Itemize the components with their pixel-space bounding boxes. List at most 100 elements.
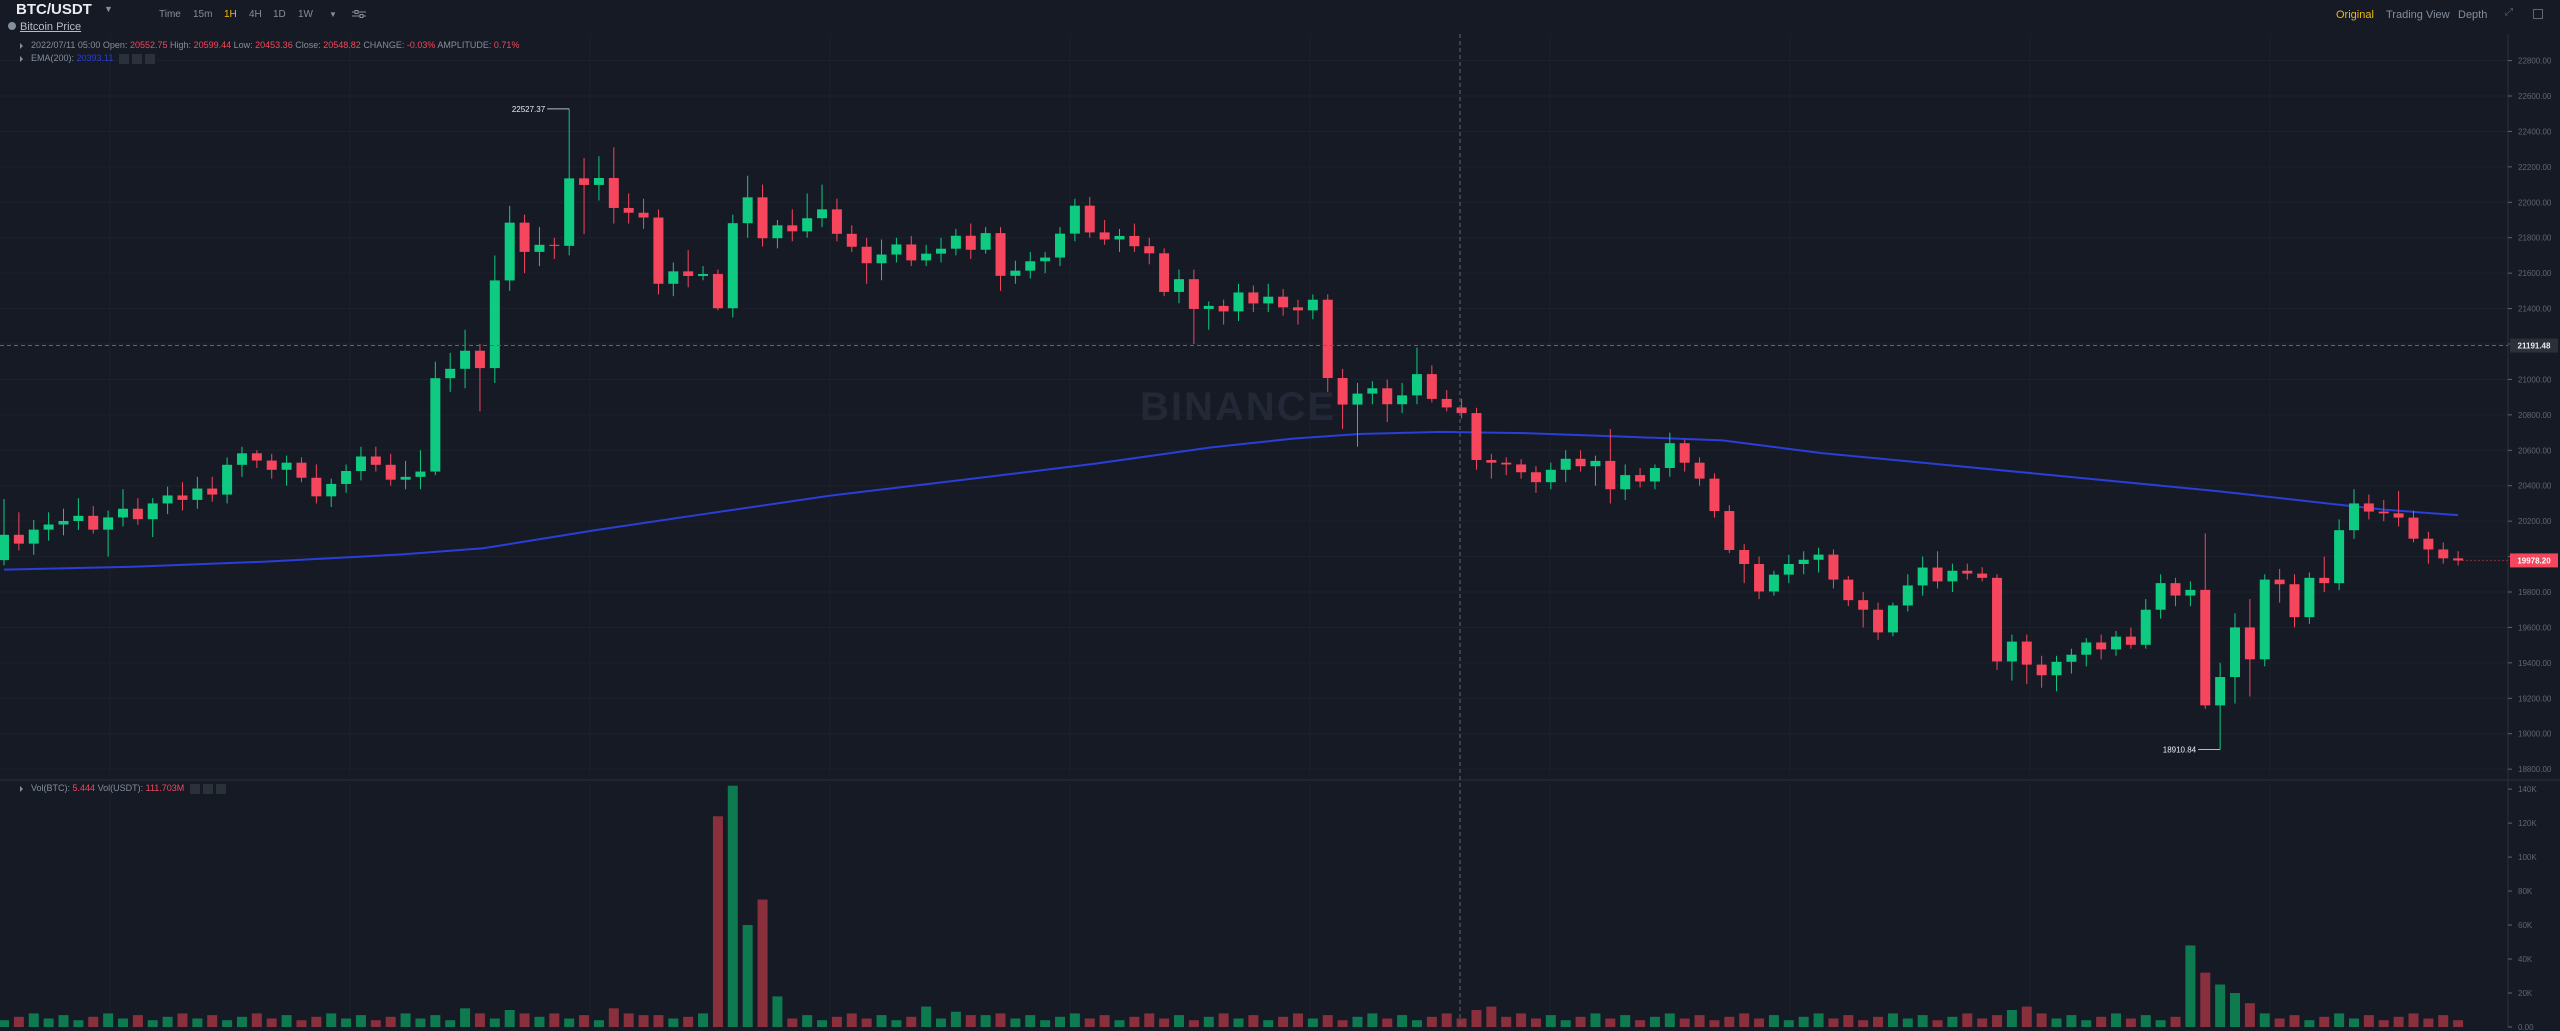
candle-body [207,488,218,495]
volume-bar [1188,1020,1199,1027]
collapse-icon[interactable] [20,42,23,49]
amplitude-value: 0.71% [493,40,520,50]
candle-body [1084,205,1095,233]
info-icon [8,22,16,30]
volume-bar [2021,1006,2032,1027]
settings-icon[interactable] [131,53,142,64]
candle-body [2274,579,2285,585]
collapse-icon[interactable] [20,785,23,792]
last-price-tag [2510,553,2558,568]
timeframe-1h[interactable]: 1H [224,9,237,20]
candle-body [727,223,738,309]
candle-body [251,453,262,461]
close-icon[interactable] [144,53,155,64]
indicator-settings-icon[interactable] [352,9,366,19]
price-tick-label: 21600.00 [2518,269,2552,278]
candle-body [400,476,411,480]
volume-bar [355,1015,366,1027]
volume-bar [950,1011,961,1027]
chevron-down-icon[interactable]: ▼ [104,4,113,14]
candle-body [162,495,173,504]
volume-info-line: Vol(BTC): 5.444 Vol(USDT): 111.703M [20,783,226,794]
eye-icon[interactable] [189,783,200,794]
volume-bar [2051,1018,2062,1027]
candle-body [88,515,99,530]
volume-bar [132,1015,143,1027]
volume-bar [2393,1016,2404,1027]
candle-body [311,477,322,497]
candle-body [1828,554,1839,580]
candle-body [831,209,842,234]
candle-body [474,350,485,369]
volume-bar [1992,1015,2003,1027]
candle-body [1188,279,1199,309]
candle-body [1768,574,1779,592]
timeframe-4h[interactable]: 4H [249,9,262,20]
volume-bar [103,1013,114,1027]
candle-body [1203,305,1214,309]
volume-bar [2363,1015,2374,1027]
eye-icon[interactable] [118,53,129,64]
volume-bar [1441,1013,1452,1027]
candle-body [534,244,545,252]
close-icon[interactable] [215,783,226,794]
volume-bar [1783,1020,1794,1027]
view-original[interactable]: Original [2336,9,2374,21]
volume-bar [474,1013,485,1027]
candle-body [13,534,24,544]
candle-body [2096,642,2107,650]
candle-body [1010,270,1021,276]
timeframe-1w[interactable]: 1W [298,9,313,20]
close-value: 20548.82 [323,40,361,50]
candle-body [1962,570,1973,574]
volume-tick-label: 60K [2518,921,2533,930]
subtitle-link[interactable]: Bitcoin Price [20,21,82,33]
candle-body [1055,233,1066,258]
volume-bar [1590,1013,1601,1027]
candle-body [132,508,143,520]
candle-body [2066,654,2077,662]
candle-body [1575,458,1586,467]
volume-bar [549,1013,560,1027]
settings-icon[interactable] [202,783,213,794]
fullscreen-icon[interactable] [2533,9,2543,19]
candle-body [0,534,9,561]
candle-body [1426,374,1437,399]
volume-bar [2111,1013,2122,1027]
candle-body [177,495,188,500]
volume-bar [1709,1020,1720,1027]
view-trading-view[interactable]: Trading View [2386,9,2450,21]
expand-icon[interactable]: ⤢ [2505,7,2513,18]
volume-bar [1322,1015,1333,1027]
candle-body [504,222,515,281]
more-timeframes-icon[interactable]: ▼ [329,10,337,19]
price-tick-label: 20600.00 [2518,446,2552,455]
pair-title[interactable]: BTC/USDT [16,1,92,18]
candle-body [1397,395,1408,405]
candle-body [1649,468,1660,482]
candle-body [296,462,307,478]
timeframe-15m[interactable]: 15m [193,9,213,20]
candle-body [1977,573,1988,578]
volume-bar [1144,1013,1155,1027]
volume-bar [1069,1013,1080,1027]
volume-bar [28,1013,39,1027]
candle-body [2408,517,2419,539]
volume-bar [1114,1020,1125,1027]
view-depth[interactable]: Depth [2458,9,2488,21]
candle-body [1471,413,1482,461]
candle-body [906,244,917,261]
candle-body [385,464,396,480]
candle-body [980,233,991,250]
candle-body [266,460,277,470]
collapse-icon[interactable] [20,55,23,62]
high-value: 20599.44 [193,40,232,50]
candle-body [147,503,158,520]
volume-tick-label: 40K [2518,955,2533,964]
timeframe-1d[interactable]: 1D [273,9,286,20]
candle-body [2289,584,2300,618]
open-value: 20552.75 [129,40,168,50]
timeframe-time[interactable]: Time [159,9,181,20]
candle-body [2363,503,2374,512]
